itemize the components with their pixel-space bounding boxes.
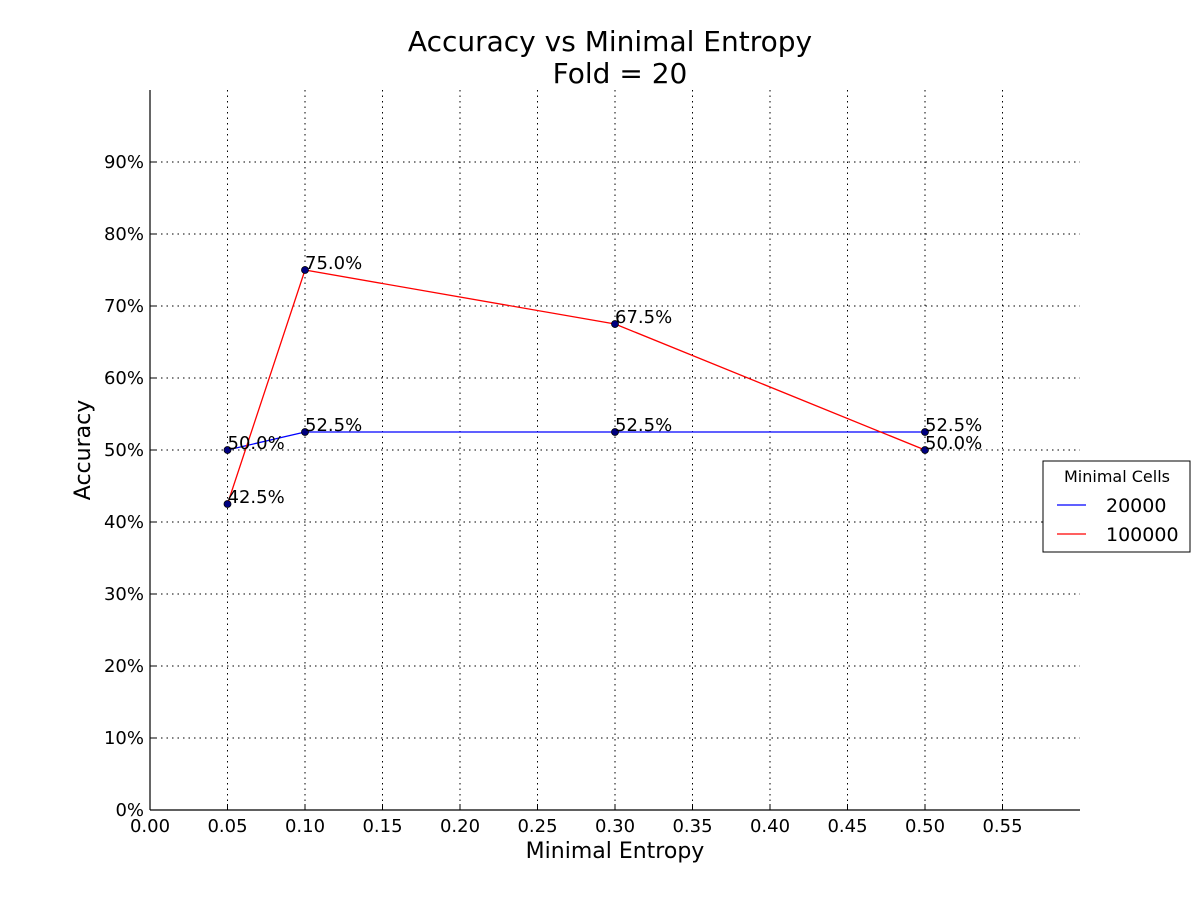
series-line-100000 [226,269,926,505]
data-point [611,428,619,436]
data-label: 75.0% [305,253,362,274]
data-point [223,500,232,508]
y-tick-label: 30% [104,584,144,605]
chart-title: Accuracy vs Minimal Entropy [408,25,812,58]
data-label: 52.5% [305,415,362,436]
y-tick-label: 60% [104,368,144,389]
data-point [301,266,309,274]
y-tick-label: 0% [115,800,144,821]
x-tick-label: 0.50 [905,816,945,837]
x-tick-label: 0.10 [285,816,325,837]
data-label: 50.0% [228,433,285,454]
x-tick-label: 0.40 [750,816,790,837]
ticks: 0.00 0.05 0.10 0.15 0.20 0.25 0.30 0.35 0.40 0.45… [104,152,1023,837]
x-axis-label: Minimal Entropy [526,839,705,864]
data-point [921,428,929,436]
legend-title: Minimal Cells [1064,467,1170,486]
data-point [223,446,232,454]
legend: Minimal Cells 20000 100000 [1042,460,1191,553]
x-tick-label: 0.30 [595,816,635,837]
data-label: 42.5% [228,487,285,508]
legend-box [1042,460,1191,553]
grid [150,90,1080,810]
x-tick-label: 0.15 [362,816,402,837]
y-tick-label: 80% [104,224,144,245]
y-tick-label: 50% [104,440,144,461]
data-label: 52.5% [615,415,672,436]
y-tick-label: 70% [104,296,144,317]
x-tick-label: 0.25 [517,816,557,837]
x-tick-label: 0.05 [207,816,247,837]
x-tick-label: 0.20 [440,816,480,837]
legend-label-100000: 100000 [1106,524,1179,546]
data-label: 50.0% [925,433,982,454]
x-tick-label: 0.55 [982,816,1022,837]
y-tick-label: 20% [104,656,144,677]
y-tick-label: 40% [104,512,144,533]
x-tick-label: 0.45 [827,816,867,837]
chart-subtitle: Fold = 20 [553,57,688,90]
data-point [921,446,929,454]
y-axis-label: Accuracy [71,400,96,500]
x-tick-label: 0.00 [130,816,170,837]
series-line-20000 [227,431,925,451]
data-point [611,320,619,328]
x-tick-label: 0.35 [672,816,712,837]
data-point [301,428,309,436]
data-labels: 50.0%52.5% 52.5% 52.5%42.5%75.0%67.5%50.0% [228,253,983,508]
legend-label-20000: 20000 [1106,495,1166,517]
data-label: 52.5% [925,415,982,436]
y-tick-label: 10% [104,728,144,749]
y-tick-label: 90% [104,152,144,173]
series [223,266,929,508]
data-label: 67.5% [615,307,672,328]
